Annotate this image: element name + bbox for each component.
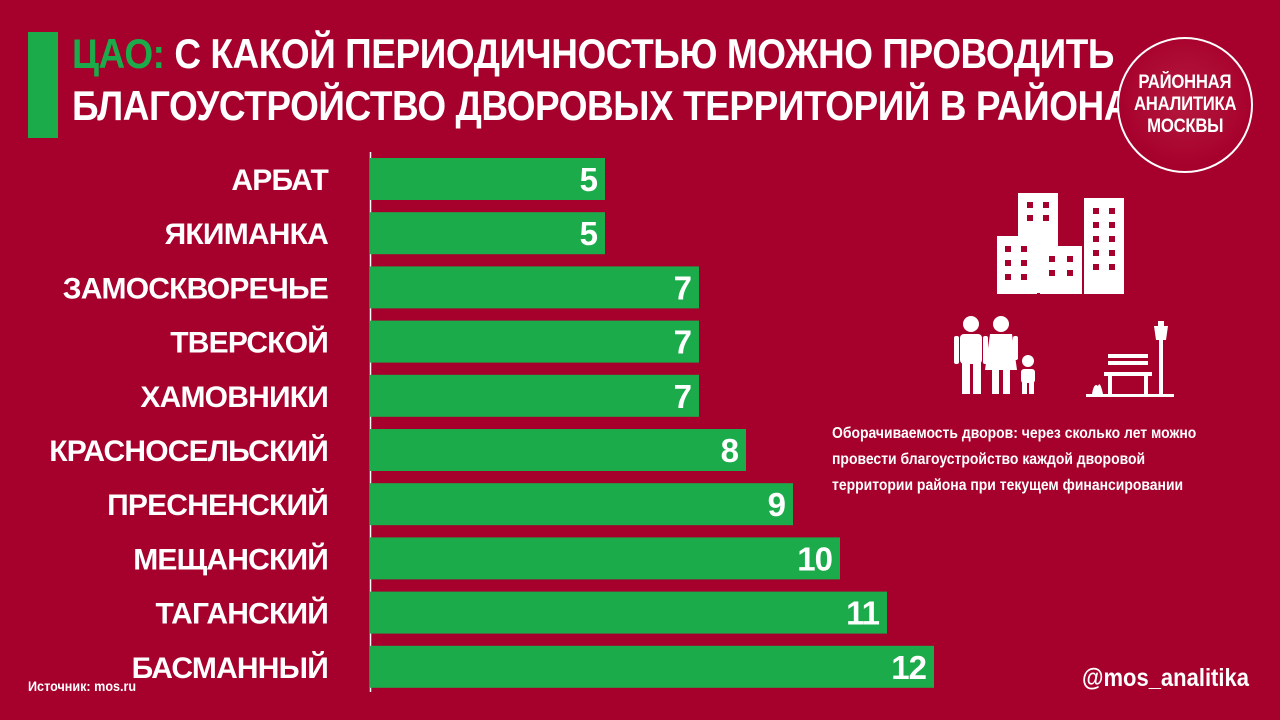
bar-value-label: 11	[846, 595, 880, 632]
social-handle: @mos_analitika	[1082, 664, 1249, 692]
bar-3	[370, 266, 699, 309]
category-label: ХАМОВНИКИ	[140, 381, 328, 414]
bar-4	[370, 320, 699, 363]
bar-value-label: 8	[721, 432, 739, 469]
bar-value-label: 10	[797, 540, 832, 577]
bar-7	[370, 483, 793, 526]
source-label: Источник: mos.ru	[28, 678, 137, 694]
bar-value-label: 12	[891, 649, 926, 686]
bar-5	[370, 374, 699, 417]
bar-value-label: 9	[768, 486, 786, 523]
category-label: ТВЕРСКОЙ	[170, 326, 328, 360]
bar-value-label: 5	[580, 215, 598, 252]
category-label: АРБАТ	[231, 164, 328, 197]
title-line-1: С КАКОЙ ПЕРИОДИЧНОСТЬЮ МОЖНО ПРОВОДИТЬ	[164, 30, 1114, 77]
bar-8	[370, 537, 840, 580]
bar-value-label: 7	[674, 269, 691, 306]
bar-2	[370, 212, 605, 255]
category-label: ЯКИМАНКА	[165, 218, 328, 251]
chart-note: Оборачиваемость дворов: через сколько ле…	[832, 425, 1197, 494]
category-label: ПРЕСНЕНСКИЙ	[107, 488, 328, 522]
bar-value-label: 7	[674, 324, 691, 361]
bar-1	[370, 158, 605, 200]
title-accent-bar	[28, 32, 58, 138]
category-label: ЗАМОСКВОРЕЧЬЕ	[63, 272, 328, 305]
logo-line-1: РАЙОННАЯ	[1138, 72, 1232, 93]
bar-10	[370, 645, 934, 688]
logo-line-2: АНАЛИТИКА	[1133, 94, 1237, 115]
park-bench-icon	[1086, 321, 1174, 397]
bar-6	[370, 429, 746, 471]
bar-value-label: 7	[674, 378, 691, 415]
page-title: ЦАО: С КАКОЙ ПЕРИОДИЧНОСТЬЮ МОЖНО ПРОВОД…	[72, 28, 1155, 132]
category-label: МЕЩАНСКИЙ	[133, 542, 328, 576]
brand-logo: РАЙОННАЯ АНАЛИТИКА МОСКВЫ	[1117, 37, 1253, 173]
bars-group: 5 АРБАТ 5 ЯКИМАНКА 7 ЗАМОСКВОРЕЧЬЕ 7 ТВЕРСКОЙ 7 Х…	[49, 158, 934, 688]
category-label: БАСМАННЫЙ	[132, 651, 328, 685]
bar-value-label: 5	[580, 161, 598, 198]
category-label: КРАСНОСЕЛЬСКИЙ	[49, 434, 328, 468]
logo-line-3: МОСКВЫ	[1146, 116, 1224, 137]
family-icon	[954, 316, 1035, 394]
title-line-2: БЛАГОУСТРОЙСТВО ДВОРОВЫХ ТЕРРИТОРИЙ В РА…	[72, 82, 1155, 129]
category-label: ТАГАНСКИЙ	[156, 597, 328, 631]
buildings-icon	[997, 193, 1124, 294]
title-highlight: ЦАО:	[72, 30, 165, 77]
bar-9	[370, 591, 887, 634]
